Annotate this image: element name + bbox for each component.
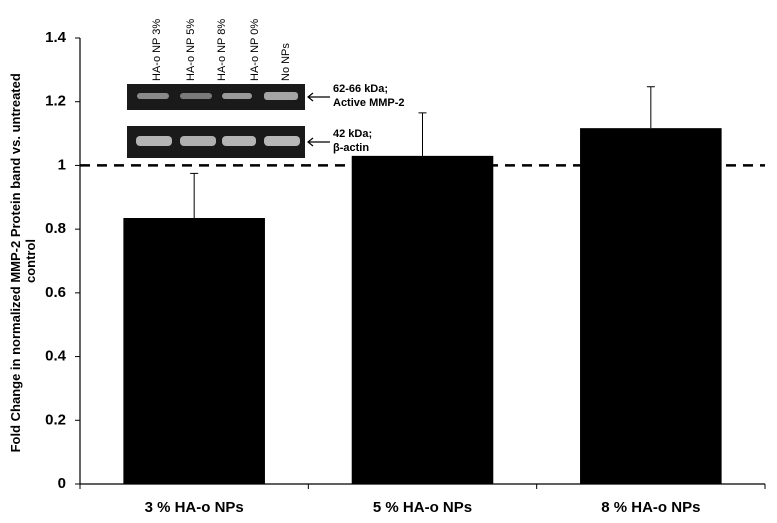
bar <box>580 128 722 485</box>
band-label: 62-66 kDa; <box>333 83 388 95</box>
lane-label: HA-o NP 0% <box>249 19 261 81</box>
x-tick-label: 3 % HA-o NPs <box>145 499 244 516</box>
lane-label: HA-o NP 3% <box>151 19 163 81</box>
x-tick-label: 5 % HA-o NPs <box>373 499 472 516</box>
arrow-head <box>307 92 314 102</box>
lane-label: HA-o NP 5% <box>185 19 197 81</box>
blot-band <box>180 136 216 146</box>
band-label: β-actin <box>333 142 369 154</box>
blot-band <box>180 93 212 99</box>
y-axis-label-line: control <box>23 239 38 283</box>
blot-band <box>222 93 252 99</box>
x-tick-label: 8 % HA-o NPs <box>601 499 700 516</box>
lane-label: No NPs <box>280 43 292 81</box>
y-tick-label: 1 <box>58 156 66 173</box>
bar <box>351 155 494 484</box>
blot-band <box>136 136 172 146</box>
y-axis-label: Fold Change in normalized MMP-2 Protein … <box>8 70 38 453</box>
band-label: 42 kDa; <box>333 128 372 140</box>
blot-band <box>264 92 298 100</box>
y-tick-label: 0.8 <box>45 220 66 237</box>
y-tick-label: 0.4 <box>45 348 67 365</box>
bar <box>123 217 265 484</box>
lane-label: HA-o NP 8% <box>216 19 228 81</box>
y-tick-label: 1.2 <box>45 93 66 110</box>
blot-band <box>222 136 256 146</box>
y-tick-label: 1.4 <box>45 29 67 46</box>
y-axis-label-line: Fold Change in normalized MMP-2 Protein … <box>8 73 23 452</box>
y-tick-label: 0.6 <box>45 284 66 301</box>
y-tick-label: 0 <box>58 475 66 492</box>
arrow-head <box>307 137 314 147</box>
western-blot: 62-66 kDa; Active MMP-2 42 kDa; β-actin <box>127 83 405 158</box>
y-tick-label: 0.2 <box>45 411 66 428</box>
band-label: Active MMP-2 <box>333 97 405 109</box>
blot-band <box>137 93 169 99</box>
blot-band <box>264 136 300 146</box>
